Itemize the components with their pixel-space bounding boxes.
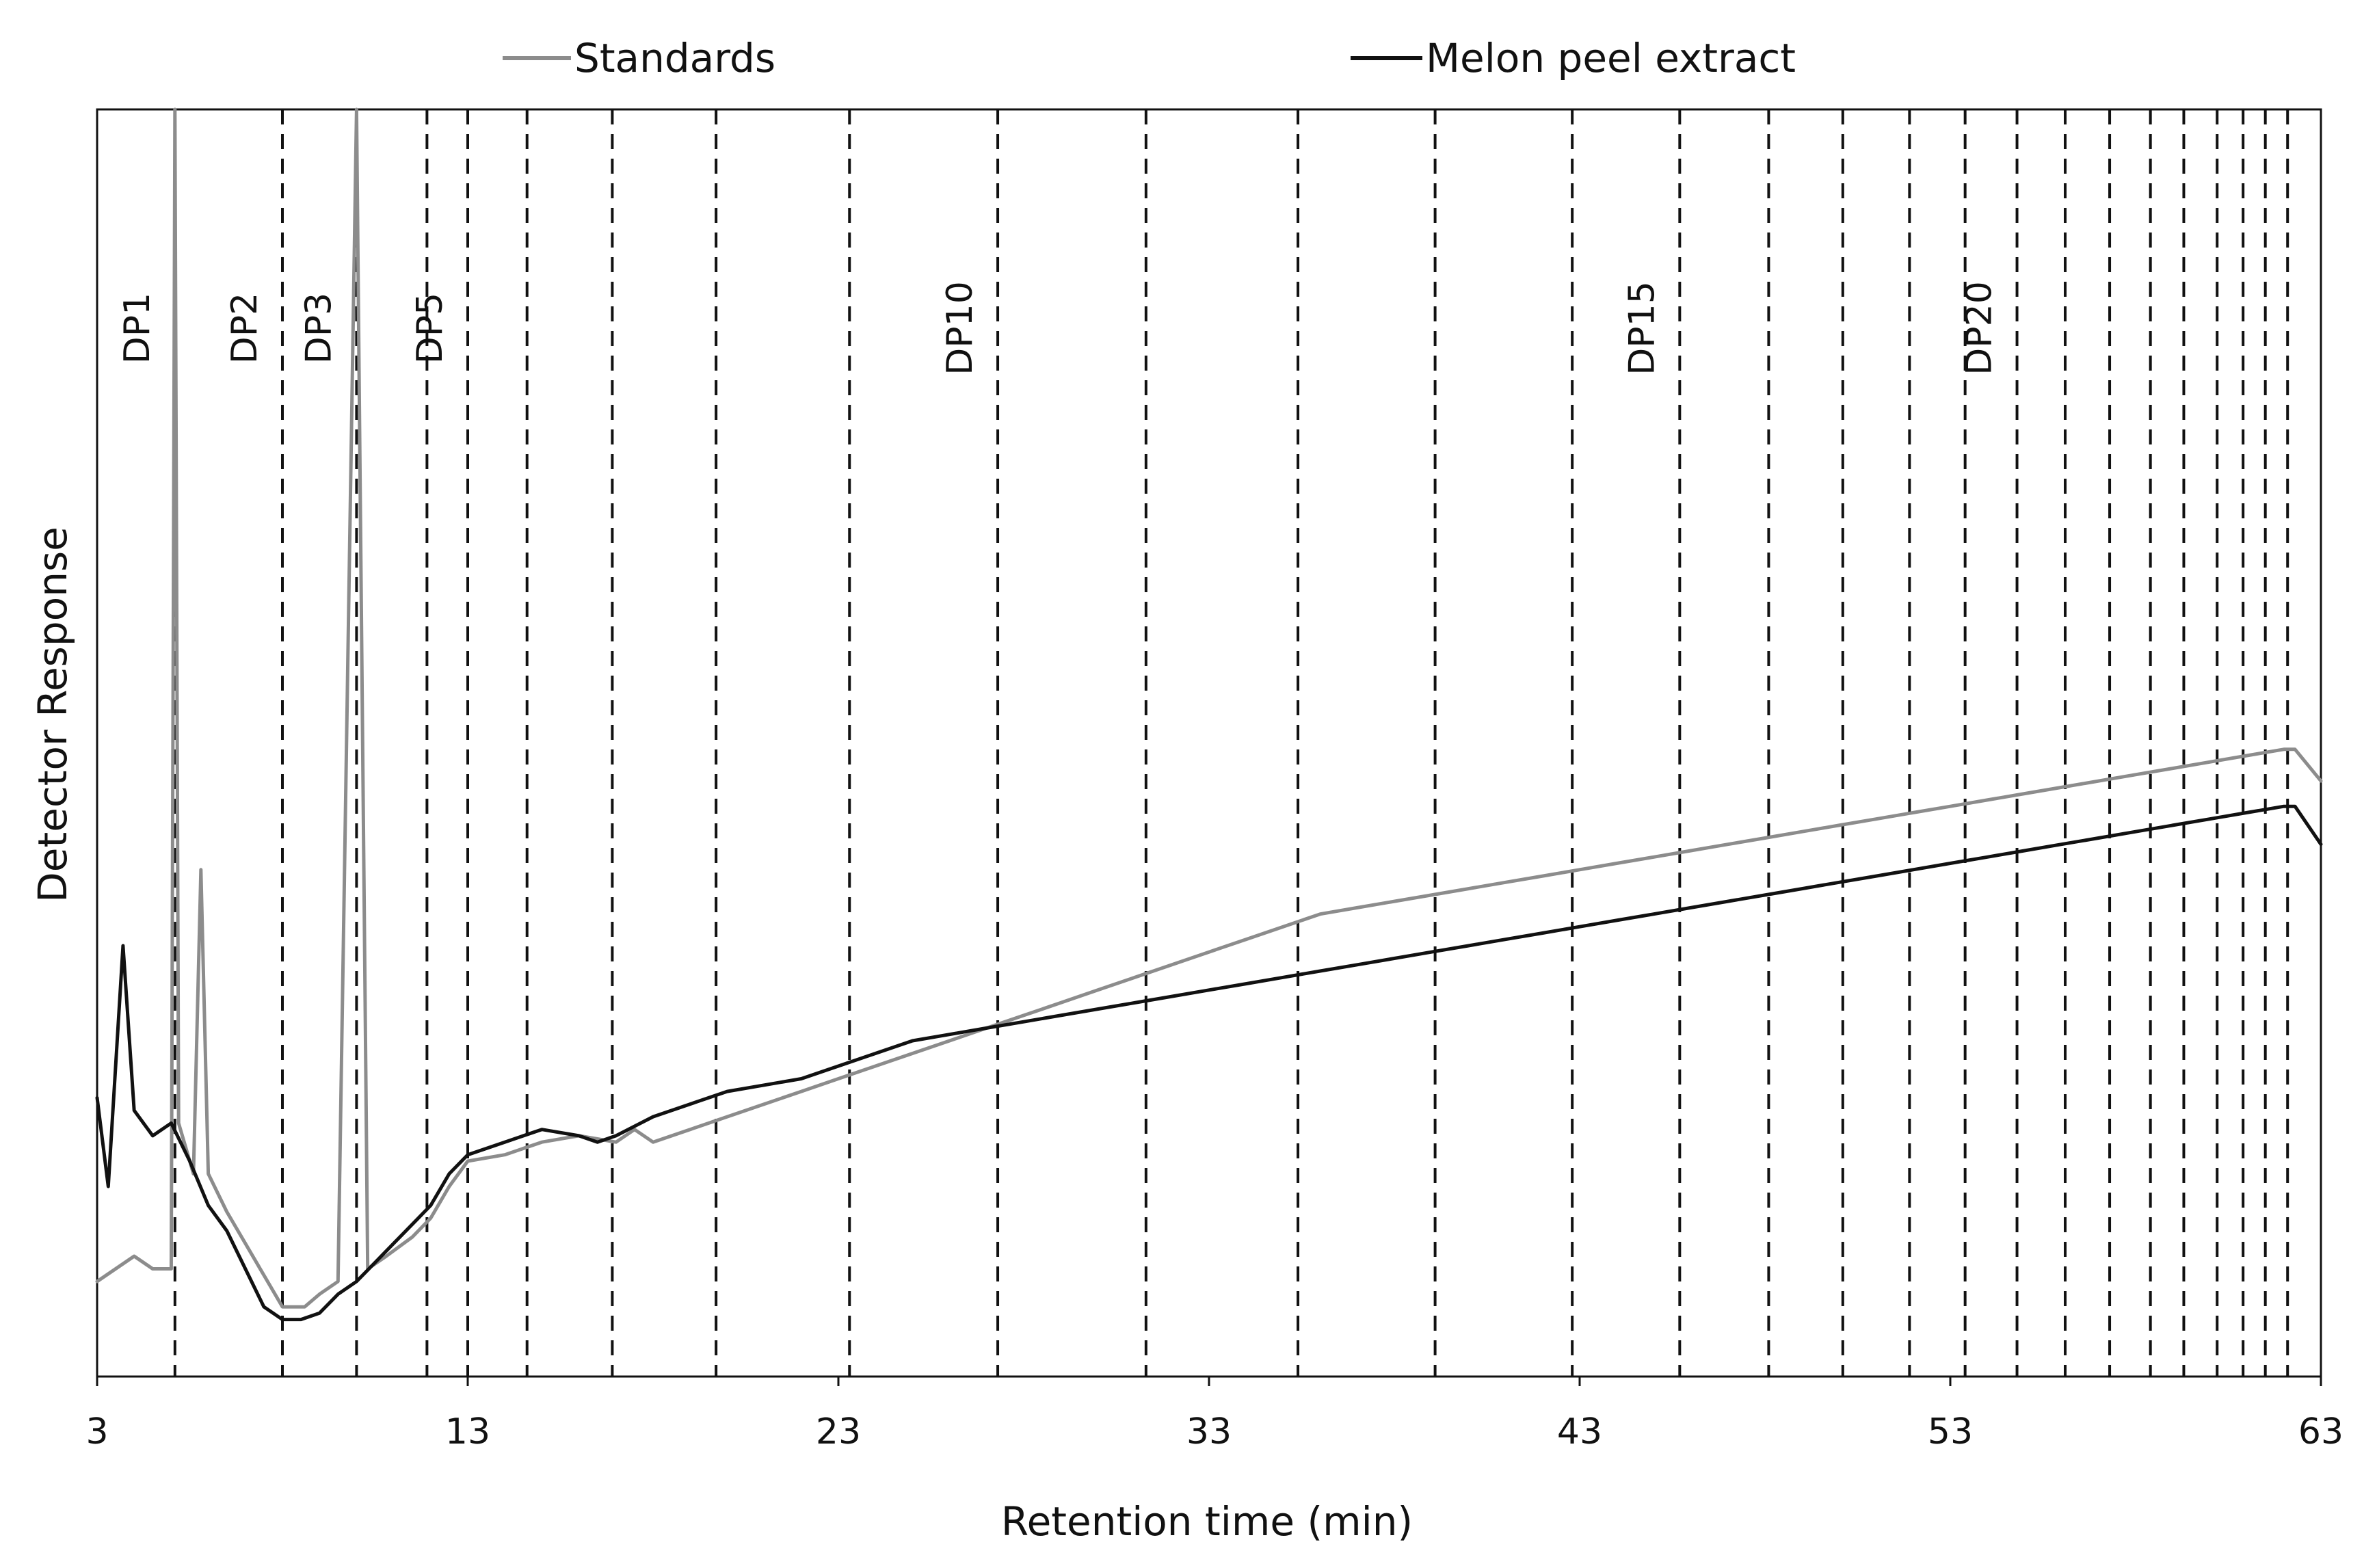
legend-label-melon-peel-extract: Melon peel extract [1426, 35, 1796, 81]
dp-marker-labels: DP1 DP2 DP3 DP5 DP10 DP15 DP20 [117, 281, 2000, 375]
dp-label: DP20 [1959, 281, 2000, 375]
dp-label: DP2 [224, 293, 265, 364]
x-tick-label: 23 [816, 1411, 861, 1452]
dp-label: DP1 [117, 293, 158, 364]
legend-label-standards: Standards [574, 35, 775, 81]
dp-label: DP10 [940, 281, 981, 375]
x-axis-title: Retention time (min) [1001, 1498, 1413, 1545]
x-axis-ticks: 3 13 23 33 43 53 63 [85, 1377, 2343, 1452]
legend: Standards Melon peel extract [503, 35, 1796, 81]
dp-label: DP5 [410, 293, 451, 364]
x-tick-label: 13 [445, 1411, 490, 1452]
x-tick-label: 3 [85, 1411, 108, 1452]
dp-label: DP3 [298, 293, 339, 364]
x-tick-label: 53 [1928, 1411, 1973, 1452]
x-tick-label: 33 [1186, 1411, 1232, 1452]
y-axis-title: Detector Response [29, 527, 76, 903]
series-layer [95, 107, 2323, 1322]
series-line-melon-peel-extract [95, 804, 2323, 1322]
x-tick-label: 43 [1557, 1411, 1602, 1452]
series-line-standards [95, 107, 2323, 1309]
dp-label: DP15 [1621, 281, 1662, 375]
x-tick-label: 63 [2298, 1411, 2343, 1452]
